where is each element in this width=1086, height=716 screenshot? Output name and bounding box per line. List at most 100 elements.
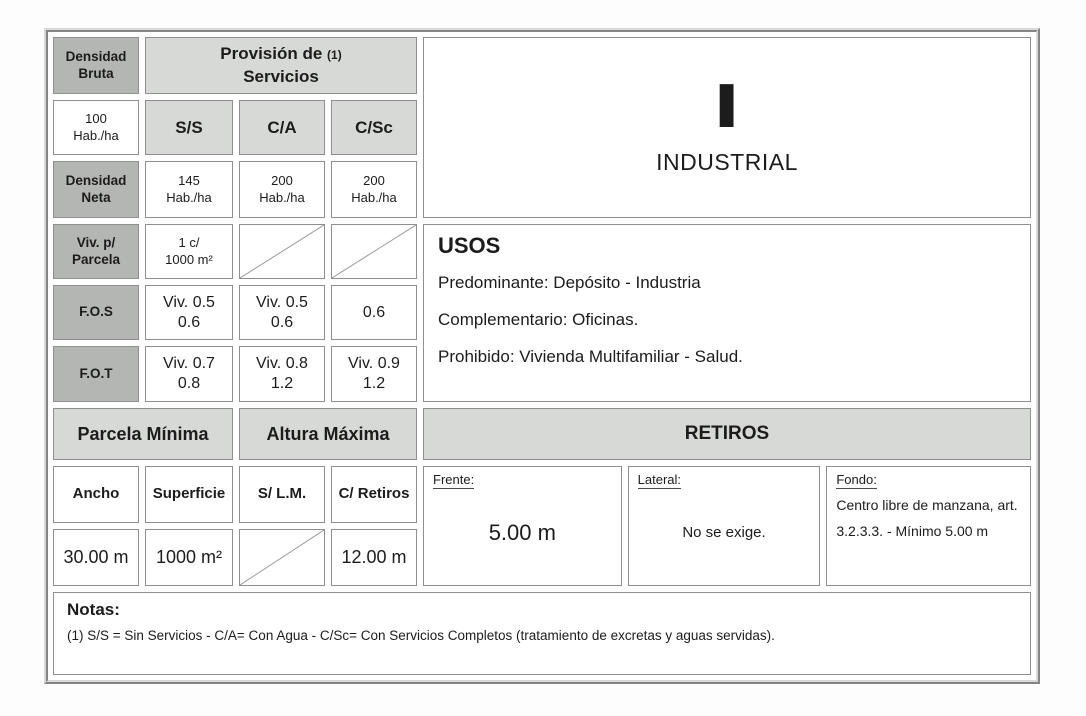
densidad-neta-csc-cell: 200 Hab./ha [331, 161, 417, 218]
densidad-neta-ca-cell: 200 Hab./ha [239, 161, 325, 218]
lateral-value-wrap: No se exige. [638, 487, 811, 578]
fos-ca-cell: Viv. 0.5 0.6 [239, 285, 325, 340]
column-header-csc: C/Sc [331, 100, 417, 155]
ancho-value: 30.00 m [63, 547, 129, 568]
superficie-value: 1000 m² [155, 547, 223, 568]
fot-ss-line2: 0.8 [177, 375, 201, 392]
fot-label: F.O.T [79, 365, 113, 381]
viv-parcela-line2: 1000 m² [165, 251, 213, 267]
cretiros-value-cell: 12.00 m [331, 529, 417, 586]
column-header-csc-label: C/Sc [355, 117, 393, 137]
superficie-header: Superficie [145, 466, 233, 523]
fondo-value: Centro libre de manzana, art. 3.2.3.3. -… [836, 497, 1018, 539]
viv-parcela-ca-na-cell [239, 224, 325, 279]
neta-csc-line1: 200 [363, 173, 385, 189]
column-header-ca: C/A [239, 100, 325, 155]
retiro-frente-cell: Frente: 5.00 m [423, 466, 622, 586]
fondo-label: Fondo: [836, 472, 877, 489]
cretiros-value: 12.00 m [341, 547, 407, 568]
diagonal-na-icon [240, 530, 324, 585]
altura-maxima-title: Altura Máxima [266, 423, 390, 444]
nota-item-1: (1) S/S = Sin Servicios - C/A= Con Agua … [67, 628, 775, 643]
provision-title-line: Provisión de (1) [220, 43, 341, 65]
usos-panel: USOS Predominante: Depósito - Industria … [423, 224, 1031, 402]
fos-ca-line1: Viv. 0.5 [256, 293, 308, 311]
lateral-value: No se exige. [682, 524, 766, 541]
usos-title: USOS [438, 233, 501, 258]
densidad-neta-ss-cell: 145 Hab./ha [145, 161, 233, 218]
frente-label-wrap: Frente: [433, 472, 612, 489]
frente-value: 5.00 m [488, 519, 556, 545]
retiro-fondo-cell: Fondo: Centro libre de manzana, art. 3.2… [826, 466, 1031, 586]
densidad-bruta-value-line2: Hab./ha [73, 127, 119, 143]
ancho-label: Ancho [72, 485, 120, 503]
fos-label: F.O.S [79, 304, 113, 320]
usos-prohibido: Prohibido: Vivienda Multifamiliar - Salu… [438, 347, 743, 366]
slm-header: S/ L.M. [239, 466, 325, 523]
retiros-detail: Frente: 5.00 m Lateral: No se exige. Fon… [423, 466, 1031, 586]
frente-label: Frente: [433, 472, 475, 489]
diagonal-na-icon [240, 225, 324, 278]
fot-ss-line1: Viv. 0.7 [163, 355, 215, 372]
fot-ca-cell: Viv. 0.8 1.2 [239, 346, 325, 402]
provision-subtitle: Servicios [243, 66, 319, 86]
provision-title: Provisión de [220, 44, 323, 64]
fos-ss-cell: Viv. 0.5 0.6 [145, 285, 233, 340]
zoning-sheet: Densidad Bruta Provisión de (1) Servicio… [44, 28, 1040, 684]
densidad-bruta-label: Densidad Bruta [65, 48, 127, 81]
zoning-grid: Densidad Bruta Provisión de (1) Servicio… [53, 37, 1031, 675]
notas-panel: Notas: (1) S/S = Sin Servicios - C/A= Co… [53, 592, 1031, 675]
viv-parcela-csc-na-cell [331, 224, 417, 279]
viv-parcela-header: Viv. p/ Parcela [53, 224, 139, 279]
altura-maxima-header: Altura Máxima [239, 408, 417, 460]
cretiros-label: C/ Retiros [338, 485, 410, 503]
slm-label: S/ L.M. [257, 485, 307, 503]
diagonal-na-icon [332, 225, 416, 278]
densidad-neta-label: Densidad Neta [65, 172, 127, 205]
neta-csc-line2: Hab./ha [351, 189, 397, 205]
ancho-header: Ancho [53, 466, 139, 523]
fot-csc-line1: Viv. 0.9 [348, 355, 400, 372]
fos-header: F.O.S [53, 285, 139, 340]
fos-ss-line2: 0.6 [177, 313, 201, 331]
densidad-bruta-value-cell: 100 Hab./ha [53, 100, 139, 155]
cretiros-header: C/ Retiros [331, 466, 417, 523]
column-header-ca-label: C/A [267, 117, 297, 137]
densidad-bruta-header: Densidad Bruta [53, 37, 139, 94]
viv-parcela-label: Viv. p/ Parcela [71, 234, 121, 267]
column-header-ss: S/S [145, 100, 233, 155]
lateral-label: Lateral: [637, 472, 682, 489]
fondo-value-wrap: Centro libre de manzana, art. 3.2.3.3. -… [836, 487, 1021, 578]
fot-csc-cell: Viv. 0.9 1.2 [331, 346, 417, 402]
usos-complementario: Complementario: Oficinas. [438, 310, 639, 329]
zone-panel: I INDUSTRIAL [423, 37, 1031, 218]
retiros-title: RETIROS [684, 423, 770, 445]
frente-value-wrap: 5.00 m [433, 487, 612, 578]
viv-parcela-ss-cell: 1 c/ 1000 m² [145, 224, 233, 279]
retiro-lateral-cell: Lateral: No se exige. [627, 466, 821, 586]
neta-ss-line2: Hab./ha [166, 189, 212, 205]
zone-code: I [713, 72, 741, 142]
lateral-label-wrap: Lateral: [637, 472, 811, 489]
neta-ca-line1: 200 [271, 173, 293, 189]
notas-title: Notas: [67, 600, 120, 619]
fot-csc-line2: 1.2 [362, 375, 386, 392]
parcela-minima-header: Parcela Mínima [53, 408, 233, 460]
fot-ca-line1: Viv. 0.8 [256, 355, 308, 372]
usos-predominante: Predominante: Depósito - Industria [438, 273, 701, 292]
densidad-neta-header: Densidad Neta [53, 161, 139, 218]
fot-ss-cell: Viv. 0.7 0.8 [145, 346, 233, 402]
densidad-bruta-value-line1: 100 [85, 111, 107, 127]
neta-ca-line2: Hab./ha [259, 189, 305, 205]
provision-note-ref: (1) [327, 48, 342, 63]
retiros-header: RETIROS [423, 408, 1031, 460]
fos-csc-value: 0.6 [362, 303, 386, 321]
zone-name: INDUSTRIAL [656, 148, 798, 175]
fos-ca-line2: 0.6 [270, 313, 294, 331]
ancho-value-cell: 30.00 m [53, 529, 139, 586]
superficie-value-cell: 1000 m² [145, 529, 233, 586]
fot-ca-line2: 1.2 [270, 375, 294, 392]
fot-header: F.O.T [53, 346, 139, 402]
provision-servicios-header: Provisión de (1) Servicios [145, 37, 417, 94]
slm-na-cell [239, 529, 325, 586]
